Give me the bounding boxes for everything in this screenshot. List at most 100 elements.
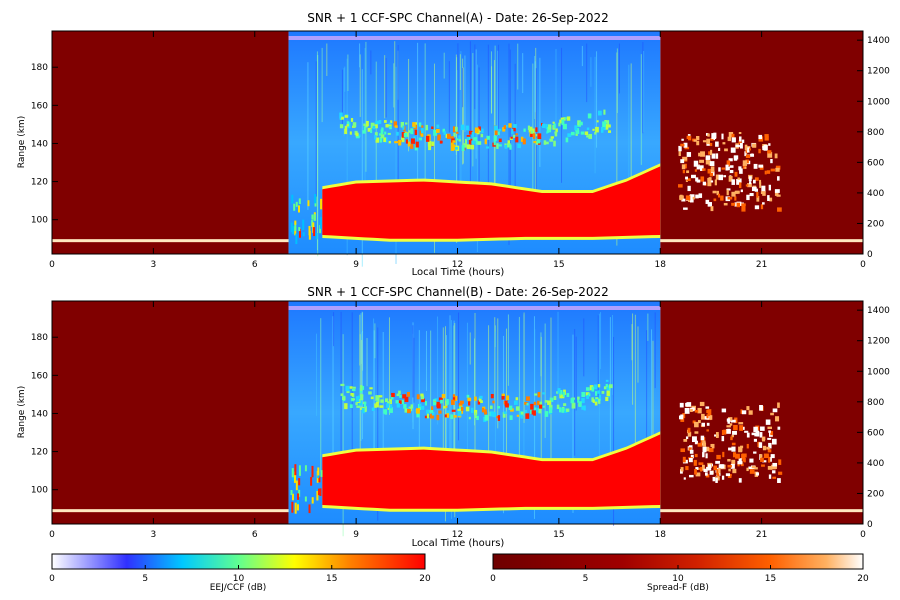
panel-b-interference-streak bbox=[315, 333, 317, 416]
panel-a-spread-f-plume bbox=[760, 204, 764, 210]
panel-b-interference-streak bbox=[374, 323, 376, 359]
panel-a-ccf-echo bbox=[400, 121, 405, 128]
panel-a-ccf-echo bbox=[427, 140, 432, 147]
panel-a-morning-echo bbox=[295, 233, 298, 245]
panel-b-ccf-echo bbox=[581, 405, 586, 410]
panel-a-interference-streak bbox=[417, 42, 419, 199]
panel-b-spread-f-plume bbox=[770, 430, 774, 436]
panel-b-morning-echo bbox=[291, 493, 294, 501]
panel-b-ccf-echo bbox=[557, 388, 561, 394]
panel-a-interference-streak bbox=[365, 41, 367, 172]
panel-b-spread-f-plume bbox=[737, 462, 740, 467]
panel-a-interference-streak bbox=[555, 49, 557, 135]
panel-b-spread-f-plume bbox=[700, 435, 705, 441]
panel-a-morning-echo bbox=[298, 198, 301, 205]
panel-a-interference-streak bbox=[464, 55, 466, 133]
spreadf-colorbar-tick-label: 5 bbox=[583, 574, 589, 584]
panel-b-morning-echo bbox=[293, 471, 296, 483]
panel-a-spread-f-plume bbox=[734, 196, 737, 201]
panel-a-ccf-echo bbox=[527, 125, 531, 131]
panel-b-interference-streak bbox=[518, 316, 520, 470]
panel-b-spread-f-plume bbox=[735, 453, 740, 459]
panel-a-spread-f-plume bbox=[686, 178, 691, 182]
panel-a-ccf-echo bbox=[357, 134, 361, 138]
panel-b-spread-f-plume bbox=[731, 459, 736, 465]
panel-b-ccf-echo bbox=[431, 406, 434, 410]
panel-b-interference-streak bbox=[333, 312, 335, 347]
panel-a-ccf-echo bbox=[344, 128, 348, 135]
panel-a-ccf-echo bbox=[374, 132, 378, 136]
panel-a-ccf-echo bbox=[431, 126, 434, 130]
panel-b-interference-streak bbox=[474, 338, 476, 426]
panel-a-spread-f-plume bbox=[714, 179, 717, 186]
panel-a-ccf-echo bbox=[465, 125, 469, 131]
panel-a-spread-f-plume bbox=[776, 194, 781, 197]
panel-a-ccf-echo bbox=[350, 118, 354, 122]
panel-b-spread-f-plume bbox=[732, 452, 737, 458]
panel-b-ccf-echo bbox=[379, 405, 384, 408]
panel-b-ylabel: Range (km) bbox=[17, 386, 27, 438]
panel-b-morning-echo bbox=[298, 465, 301, 476]
panel-a-ccf-echo bbox=[584, 131, 589, 136]
panel-a-morning-echo bbox=[302, 219, 305, 231]
panel-b-ccf-echo bbox=[421, 405, 425, 410]
panel-b-ccf-echo bbox=[416, 408, 420, 414]
panel-b-spread-f-plume bbox=[698, 462, 704, 465]
panel-b-spread-f-plume bbox=[710, 443, 713, 447]
panel-b-spread-f-plume bbox=[740, 463, 744, 467]
panel-b-ccf-echo bbox=[605, 396, 609, 402]
panel-b-spread-f-plume bbox=[706, 422, 710, 426]
panel-a-ccf-echo bbox=[403, 132, 408, 138]
panel-b-ccf-echo bbox=[384, 398, 389, 403]
panel-b-spread-f-plume bbox=[753, 451, 757, 454]
panel-b-interference-streak bbox=[360, 313, 362, 441]
panel-a-spread-f-plume bbox=[705, 158, 709, 165]
panel-a-ccf-echo bbox=[478, 129, 481, 133]
panel-a-morning-echo bbox=[299, 228, 302, 238]
panel-b-spread-f-plume bbox=[751, 432, 757, 436]
panel-a-spread-f-plume bbox=[720, 195, 724, 201]
panel-a-ccf-echo bbox=[339, 112, 343, 119]
panel-b-spread-f-plume bbox=[760, 426, 765, 431]
panel-b-ccf-echo bbox=[490, 411, 494, 417]
panel-b-ccf-echo bbox=[349, 404, 353, 409]
panel-a-spread-f-plume bbox=[706, 142, 711, 146]
panel-a-ccf-echo bbox=[530, 130, 533, 136]
panel-b: SNR + 1 CCF-SPC Channel(B) - Date: 26-Se… bbox=[17, 285, 890, 549]
panel-a-interference-streak bbox=[346, 58, 348, 256]
panel-a-ccf-echo bbox=[460, 124, 465, 131]
panel-b-ccf-echo bbox=[418, 404, 421, 410]
panel-a-x-tick-label: 6 bbox=[252, 260, 258, 270]
panel-a-x-tick-label: 0 bbox=[49, 260, 55, 270]
panel-a-ccf-echo bbox=[512, 127, 516, 132]
panel-b-spread-f-plume bbox=[726, 425, 731, 428]
panel-b-ccf-echo bbox=[524, 409, 528, 415]
panel-b-ccf-echo bbox=[539, 404, 543, 409]
panel-a-ccf-echo bbox=[574, 125, 578, 131]
panel-a-spread-f-plume bbox=[679, 194, 683, 201]
panel-b-spread-f-plume bbox=[713, 465, 718, 471]
panel-b-spread-f-plume bbox=[762, 460, 767, 463]
panel-b-spread-f-plume bbox=[746, 432, 750, 438]
panel-a-spread-f-plume bbox=[709, 142, 713, 147]
panel-a-ccf-echo bbox=[606, 120, 610, 125]
panel-b-y-tick-label: 140 bbox=[31, 409, 48, 419]
panel-b-ccf-echo bbox=[410, 404, 413, 409]
panel-a-night-background-2 bbox=[660, 31, 863, 254]
panel-b-spread-f-plume bbox=[744, 430, 749, 433]
panel-a-ccf-echo bbox=[559, 119, 562, 124]
eej-colorbar: 0 5 10 15 20 EEJ/CCF (dB) bbox=[49, 553, 431, 593]
panel-a-spread-f-plume bbox=[705, 133, 709, 136]
panel-b-ccf-echo bbox=[605, 379, 609, 382]
panel-a-ccf-echo bbox=[510, 136, 513, 139]
panel-a-ccf-echo bbox=[471, 140, 475, 145]
panel-a-ccf-echo bbox=[594, 132, 597, 135]
panel-b-ccf-echo bbox=[530, 408, 533, 415]
panel-b-ccf-echo bbox=[406, 391, 410, 397]
panel-b-ccf-echo bbox=[443, 405, 446, 409]
panel-b-spread-f-plume bbox=[761, 464, 765, 467]
panel-b-spread-f-plume bbox=[771, 438, 777, 445]
panel-b-ccf-echo bbox=[458, 405, 463, 411]
panel-a-ccf-echo bbox=[421, 125, 424, 128]
panel-b-ccf-echo bbox=[531, 410, 535, 415]
